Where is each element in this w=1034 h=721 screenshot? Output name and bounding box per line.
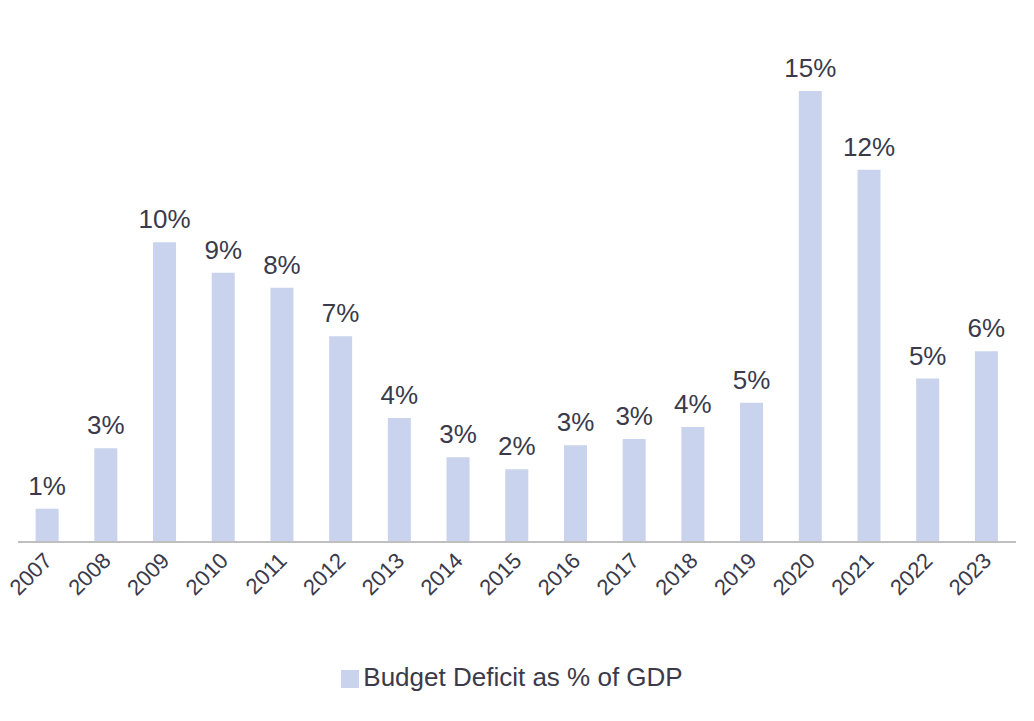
svg-text:1%: 1% — [28, 471, 66, 501]
svg-text:2011: 2011 — [241, 548, 292, 599]
svg-text:2%: 2% — [498, 431, 536, 461]
svg-text:2010: 2010 — [181, 548, 233, 600]
svg-text:2018: 2018 — [650, 548, 702, 600]
svg-text:9%: 9% — [204, 235, 242, 265]
svg-text:7%: 7% — [322, 298, 360, 328]
html-text:Budget Deficit as % of GDP: Budget Deficit as % of GDP — [363, 662, 683, 692]
svg-text:2007: 2007 — [8, 548, 57, 600]
svg-text:2021: 2021 — [826, 548, 878, 600]
svg-text:15%: 15% — [784, 53, 836, 83]
svg-text:4%: 4% — [674, 389, 712, 419]
svg-text:2022: 2022 — [885, 548, 937, 600]
svg-text:3%: 3% — [87, 410, 125, 440]
svg-text:5%: 5% — [733, 365, 771, 395]
svg-text:12%: 12% — [843, 132, 895, 162]
svg-text:2023: 2023 — [944, 548, 996, 600]
svg-text:2009: 2009 — [122, 548, 174, 600]
svg-text:2014: 2014 — [416, 548, 468, 600]
svg-text:2013: 2013 — [357, 548, 409, 600]
svg-text:2012: 2012 — [298, 548, 350, 600]
svg-text:6%: 6% — [968, 313, 1006, 343]
svg-text:2019: 2019 — [709, 548, 761, 600]
svg-text:3%: 3% — [557, 407, 595, 437]
svg-text:8%: 8% — [263, 250, 301, 280]
svg-text:2020: 2020 — [768, 548, 820, 600]
svg-text:10%: 10% — [139, 204, 191, 234]
svg-text:3%: 3% — [439, 419, 477, 449]
svg-text:3%: 3% — [615, 401, 653, 431]
svg-text:2017: 2017 — [592, 548, 644, 600]
svg-text:2008: 2008 — [63, 548, 115, 600]
svg-text:2016: 2016 — [533, 548, 585, 600]
svg-text:4%: 4% — [381, 380, 419, 410]
svg-text:5%: 5% — [909, 341, 947, 371]
svg-text:2015: 2015 — [474, 548, 526, 600]
